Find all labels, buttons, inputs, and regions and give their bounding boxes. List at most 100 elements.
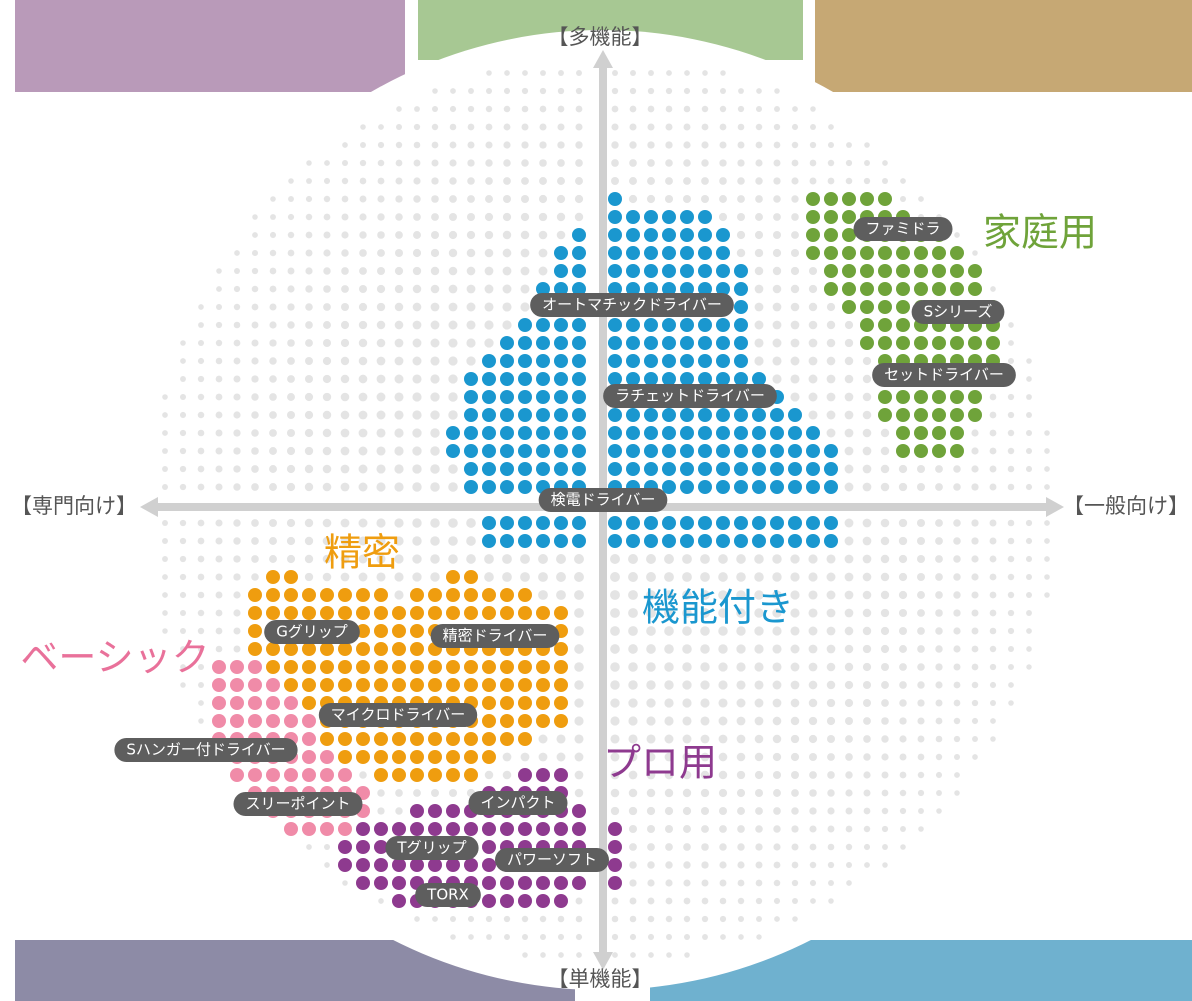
dot bbox=[790, 734, 800, 744]
dot bbox=[575, 87, 583, 95]
dot bbox=[646, 824, 656, 834]
dot bbox=[179, 393, 187, 401]
dot bbox=[554, 822, 568, 836]
dot bbox=[500, 516, 514, 530]
dot bbox=[827, 771, 835, 779]
dot bbox=[574, 752, 584, 762]
dot bbox=[626, 282, 640, 296]
dot bbox=[611, 933, 619, 941]
dot bbox=[360, 124, 366, 130]
dot bbox=[448, 392, 458, 402]
dot bbox=[752, 462, 766, 476]
dot bbox=[662, 480, 676, 494]
dot bbox=[500, 606, 514, 620]
dot bbox=[809, 879, 817, 887]
dot bbox=[664, 554, 674, 564]
dot bbox=[810, 106, 816, 112]
dot bbox=[464, 408, 478, 422]
dot bbox=[446, 750, 460, 764]
dot bbox=[215, 591, 223, 599]
dot bbox=[557, 87, 565, 95]
dot bbox=[896, 246, 910, 260]
dot bbox=[572, 516, 586, 530]
product-label: オートマチックドライバー bbox=[530, 293, 734, 317]
dot bbox=[647, 177, 655, 185]
dot bbox=[736, 752, 746, 762]
dot bbox=[880, 464, 890, 474]
dot bbox=[412, 266, 422, 276]
dot bbox=[554, 246, 568, 260]
dot bbox=[845, 861, 853, 869]
dot bbox=[287, 303, 295, 311]
dot bbox=[374, 876, 388, 890]
dot bbox=[808, 626, 818, 636]
dot bbox=[880, 536, 890, 546]
dot bbox=[233, 321, 241, 329]
dot bbox=[554, 336, 568, 350]
dot bbox=[608, 444, 622, 458]
dot bbox=[736, 554, 746, 564]
dot bbox=[610, 770, 620, 780]
product-label: Sハンガー付ドライバー bbox=[114, 738, 298, 762]
dot bbox=[284, 642, 298, 656]
dot bbox=[251, 285, 259, 293]
photo bbox=[15, 0, 405, 92]
dot bbox=[359, 195, 367, 203]
dot bbox=[233, 393, 241, 401]
dot bbox=[500, 822, 514, 836]
dot bbox=[179, 411, 187, 419]
dot bbox=[466, 284, 476, 294]
dot bbox=[432, 88, 438, 94]
dot bbox=[680, 480, 694, 494]
dot bbox=[880, 662, 890, 672]
dot bbox=[682, 806, 692, 816]
dot bbox=[305, 357, 313, 365]
dot bbox=[862, 536, 872, 546]
dot bbox=[716, 516, 730, 530]
dot bbox=[644, 318, 658, 332]
dot bbox=[842, 228, 856, 242]
dot bbox=[179, 537, 187, 545]
dot bbox=[610, 662, 620, 672]
dot bbox=[287, 339, 295, 347]
product-name: インパクト bbox=[480, 794, 555, 812]
dot bbox=[682, 626, 692, 636]
dot bbox=[826, 626, 836, 636]
dot bbox=[557, 105, 565, 113]
dot bbox=[233, 339, 241, 347]
dot bbox=[269, 465, 277, 473]
dot bbox=[736, 716, 746, 726]
dot bbox=[358, 482, 368, 492]
dot bbox=[683, 897, 691, 905]
dot bbox=[720, 70, 726, 76]
dot bbox=[396, 106, 402, 112]
dot bbox=[878, 408, 892, 422]
dot bbox=[844, 716, 854, 726]
dot bbox=[899, 753, 907, 761]
dot bbox=[790, 248, 800, 258]
dot bbox=[536, 876, 550, 890]
dot bbox=[917, 681, 925, 689]
dot bbox=[862, 374, 872, 384]
dot bbox=[500, 372, 514, 386]
dot bbox=[215, 411, 223, 419]
dot bbox=[466, 266, 476, 276]
dot bbox=[646, 716, 656, 726]
dot bbox=[554, 894, 568, 908]
dot bbox=[682, 662, 692, 672]
product-name: Gグリップ bbox=[276, 623, 348, 641]
dot bbox=[734, 408, 748, 422]
dot bbox=[737, 879, 745, 887]
dot bbox=[773, 213, 781, 221]
dot bbox=[773, 789, 781, 797]
dot bbox=[770, 426, 784, 440]
dot bbox=[662, 354, 676, 368]
dot bbox=[860, 192, 874, 206]
dot bbox=[916, 536, 926, 546]
dot bbox=[520, 248, 530, 258]
dot bbox=[338, 840, 352, 854]
dot bbox=[230, 696, 244, 710]
dot bbox=[755, 195, 763, 203]
dot bbox=[1007, 609, 1015, 617]
dot bbox=[322, 374, 332, 384]
